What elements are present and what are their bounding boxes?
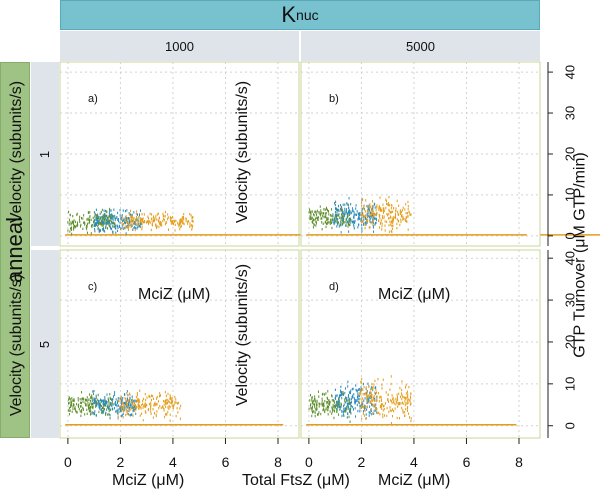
- right-tick-label-1-2: 20: [562, 335, 577, 349]
- x-tick-label-1-2: 4: [410, 454, 418, 470]
- row-header-1: 1: [31, 62, 59, 246]
- x-tick-label-0-3: 6: [222, 454, 230, 470]
- mciz-x-label-right: MciZ (μM): [378, 472, 451, 489]
- x-tick-label-1-1: 2: [358, 454, 366, 470]
- x-tick-label-0-2: 4: [169, 454, 177, 470]
- right-tick-label-1-0: 0: [562, 422, 577, 429]
- panel-letter-3: d): [329, 281, 339, 293]
- gtp-turnover-axis-label: GTP Turnover (μM GTP/min): [572, 152, 589, 358]
- right-tick-label-0-3: 30: [562, 106, 577, 120]
- mciz-label-c: MciZ (μM): [138, 286, 211, 303]
- left-velocity-label-bottom: Velocity (subunits/s): [8, 273, 25, 417]
- mciz-x-label-left: MciZ (μM): [112, 472, 185, 489]
- column-header-5000: 5000: [301, 31, 540, 61]
- column-header-1000: 1000: [60, 31, 299, 61]
- column-header-5000-label: 5000: [406, 38, 435, 54]
- column-header-1000-label: 1000: [165, 38, 194, 54]
- facet-title-anneal: anneal: [0, 62, 30, 438]
- right-tick-label-1-4: 40: [562, 251, 577, 265]
- mciz-label-d: MciZ (μM): [378, 286, 451, 303]
- right-tick-label-0-1: 10: [562, 188, 577, 202]
- x-tick-label-0-0: 0: [64, 454, 72, 470]
- x-tick-label-1-4: 8: [515, 454, 523, 470]
- panel-letter-1: b): [329, 93, 339, 105]
- velocity-label-bottom-mid: Velocity (subunits/s): [234, 263, 251, 407]
- panel-letter-0: a): [88, 93, 98, 105]
- left-velocity-label-top: Velocity (subunits/s): [8, 80, 25, 224]
- right-tick-label-1-1: 10: [562, 377, 577, 391]
- knuc-label: K: [281, 2, 297, 27]
- x-tick-label-0-4: 8: [274, 454, 282, 470]
- panel-letter-2: c): [88, 281, 97, 293]
- right-tick-label-0-0: 0: [562, 232, 577, 239]
- panel-1-background: [300, 61, 541, 247]
- row-header-5: 5: [31, 250, 59, 438]
- right-tick-label-1-3: 30: [562, 293, 577, 307]
- panel-2-background: [59, 249, 300, 439]
- right-tick-label-0-2: 20: [562, 147, 577, 161]
- x-tick-label-1-0: 0: [305, 454, 313, 470]
- velocity-label-top-mid: Velocity (subunits/s): [234, 80, 251, 224]
- total-ftsz-x-label: Total FtsZ (μM): [242, 472, 350, 489]
- x-tick-label-1-3: 6: [463, 454, 471, 470]
- right-tick-label-0-4: 40: [562, 65, 577, 79]
- x-tick-label-0-1: 2: [117, 454, 125, 470]
- knuc-subscript: nuc: [296, 7, 319, 23]
